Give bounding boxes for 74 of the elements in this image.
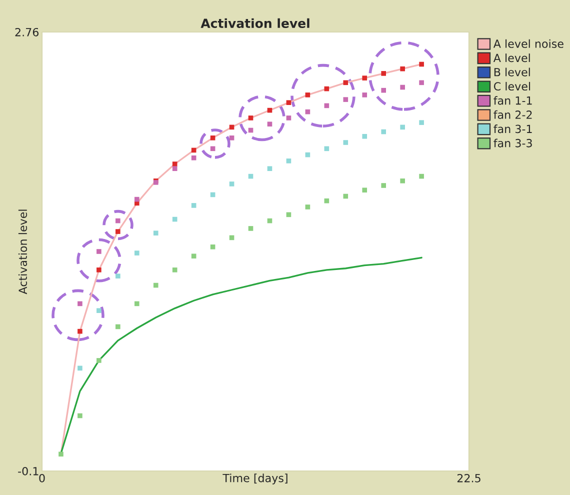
point [229, 182, 234, 186]
point [362, 92, 368, 98]
legend-label: C level [494, 82, 530, 91]
y-tick-label: -0.1 [18, 466, 38, 476]
legend-label: fan 3-1 [494, 124, 532, 134]
point [248, 116, 254, 120]
point [324, 198, 330, 204]
point [153, 230, 158, 236]
point [305, 204, 310, 210]
point [191, 254, 196, 259]
legend-label: fan 1-1 [494, 96, 532, 105]
point [305, 92, 310, 98]
point [419, 80, 424, 86]
point [116, 218, 120, 224]
point [400, 124, 405, 130]
point [362, 76, 368, 80]
point [381, 183, 386, 188]
point [343, 97, 348, 102]
point [58, 452, 64, 457]
point [381, 71, 386, 76]
point [134, 250, 140, 256]
point [210, 136, 216, 140]
point [229, 136, 234, 140]
point [172, 166, 178, 172]
point [267, 166, 272, 172]
point [286, 100, 292, 106]
point [134, 196, 140, 202]
point [400, 84, 405, 90]
point [419, 62, 424, 67]
point [267, 122, 272, 127]
point [172, 162, 178, 166]
point [191, 203, 196, 208]
point [286, 116, 292, 120]
point [78, 301, 82, 306]
point [78, 413, 82, 418]
point [419, 120, 424, 125]
point [400, 66, 405, 72]
point [78, 328, 82, 334]
point [248, 226, 254, 231]
point [362, 134, 368, 139]
legend-label: fan 2-2 [494, 110, 532, 119]
point [381, 88, 386, 93]
point [96, 249, 102, 254]
legend-label: B level [494, 68, 530, 76]
point [96, 358, 102, 363]
point [116, 229, 120, 234]
point [153, 282, 158, 288]
chart-title: Activation level [200, 18, 310, 28]
point [362, 188, 368, 193]
point [191, 155, 196, 160]
x-tick-label: 0 [39, 474, 45, 482]
point [343, 80, 348, 86]
point [116, 274, 120, 278]
point [210, 244, 216, 250]
point [172, 216, 178, 222]
point [172, 268, 178, 272]
legend-label: fan 3-3 [494, 138, 532, 148]
point [96, 308, 102, 313]
point [343, 140, 348, 145]
x-axis-title: Time [days] [222, 474, 288, 484]
point [78, 366, 82, 371]
point [419, 174, 424, 179]
y-tick-label: 2.76 [15, 28, 39, 36]
point [343, 194, 348, 199]
point [96, 268, 102, 272]
legend-label: A level [493, 54, 530, 62]
legend-label: A level noise [493, 39, 564, 48]
y-axis-title: Activation level [18, 210, 28, 294]
x-tick-label: 22.5 [457, 474, 480, 482]
point [116, 324, 120, 330]
point [134, 301, 140, 306]
point [286, 158, 292, 164]
point [400, 178, 405, 184]
point [381, 129, 386, 134]
